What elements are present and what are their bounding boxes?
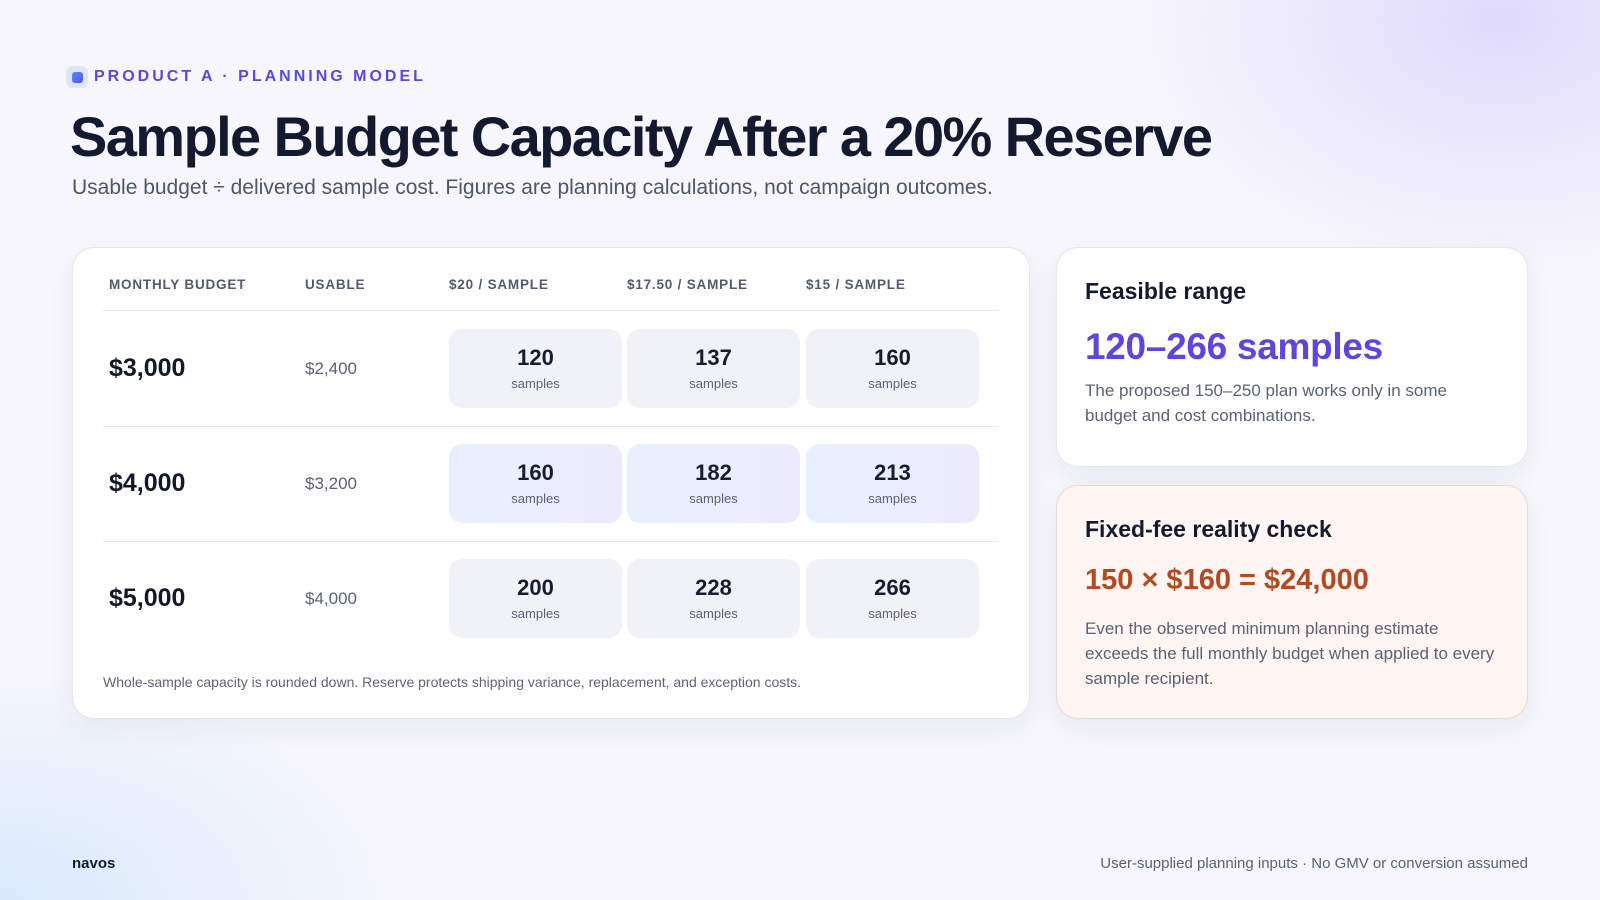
sample-unit: samples bbox=[868, 376, 917, 391]
sample-count: 266 bbox=[874, 575, 911, 600]
sample-count: 228 bbox=[695, 575, 732, 600]
page-subtitle: Usable budget ÷ delivered sample cost. F… bbox=[72, 176, 993, 199]
sample-unit: samples bbox=[511, 376, 560, 391]
sample-count: 160 bbox=[874, 345, 911, 370]
sample-unit: samples bbox=[868, 606, 917, 621]
sample-count: 213 bbox=[874, 460, 911, 485]
column-header-17-50-per-sample: $17.50 / SAMPLE bbox=[627, 277, 748, 292]
brand-dot-icon bbox=[66, 66, 88, 88]
sample-count: 120 bbox=[517, 345, 554, 370]
sample-unit: samples bbox=[511, 606, 560, 621]
column-header-monthly-budget: MONTHLY BUDGET bbox=[109, 277, 247, 292]
usable-budget: $2,400 bbox=[305, 358, 357, 378]
table-row: $5,000 $4,000 200 samples 228 samples 26… bbox=[103, 541, 999, 656]
capacity-cell: 266 samples bbox=[806, 559, 979, 638]
sample-count: 160 bbox=[517, 460, 554, 485]
feasible-range-description: The proposed 150–250 plan works only in … bbox=[1085, 381, 1447, 425]
brand-logo: navos bbox=[72, 855, 116, 872]
capacity-cell: 213 samples bbox=[806, 444, 979, 523]
fixed-fee-check-description: Even the observed minimum planning estim… bbox=[1085, 619, 1495, 688]
eyebrow: PRODUCT A · PLANNING MODEL bbox=[66, 65, 426, 89]
fixed-fee-check-title: Fixed-fee reality check bbox=[1085, 516, 1332, 542]
capacity-cell: 228 samples bbox=[627, 559, 800, 638]
capacity-cell: 137 samples bbox=[627, 329, 800, 408]
sample-count: 182 bbox=[695, 460, 732, 485]
sample-unit: samples bbox=[689, 376, 738, 391]
sample-count: 137 bbox=[695, 345, 732, 370]
column-header-15-per-sample: $15 / SAMPLE bbox=[806, 277, 906, 292]
sample-unit: samples bbox=[689, 491, 738, 506]
fixed-fee-check-card: Fixed-fee reality check 150 × $160 = $24… bbox=[1056, 485, 1528, 719]
usable-budget: $4,000 bbox=[305, 588, 357, 608]
feasible-range-value: 120–266 samples bbox=[1085, 326, 1383, 367]
capacity-cell: 182 samples bbox=[627, 444, 800, 523]
capacity-cell: 160 samples bbox=[806, 329, 979, 408]
capacity-table-card: MONTHLY BUDGET USABLE $20 / SAMPLE $17.5… bbox=[72, 247, 1030, 719]
table-header: MONTHLY BUDGET USABLE $20 / SAMPLE $17.5… bbox=[103, 248, 999, 311]
table-footnote: Whole-sample capacity is rounded down. R… bbox=[103, 674, 802, 690]
fixed-fee-calculation: 150 × $160 = $24,000 bbox=[1085, 564, 1369, 596]
column-header-20-per-sample: $20 / SAMPLE bbox=[449, 277, 549, 292]
eyebrow-label: PRODUCT A · PLANNING MODEL bbox=[94, 68, 426, 85]
table-row: $3,000 $2,400 120 samples 137 samples 16… bbox=[103, 311, 999, 427]
monthly-budget: $3,000 bbox=[109, 354, 186, 382]
page-title: Sample Budget Capacity After a 20% Reser… bbox=[70, 105, 1213, 168]
monthly-budget: $5,000 bbox=[109, 584, 186, 612]
sample-unit: samples bbox=[511, 491, 560, 506]
feasible-range-title: Feasible range bbox=[1085, 278, 1247, 304]
column-header-usable: USABLE bbox=[305, 277, 366, 292]
sample-unit: samples bbox=[868, 491, 917, 506]
sample-unit: samples bbox=[689, 606, 738, 621]
sample-count: 200 bbox=[517, 575, 554, 600]
footer-note: User-supplied planning inputs · No GMV o… bbox=[1100, 855, 1528, 872]
table-row-highlighted: $4,000 $3,200 160 samples 182 samples 21… bbox=[103, 426, 999, 542]
usable-budget: $3,200 bbox=[305, 473, 357, 493]
capacity-cell: 120 samples bbox=[449, 329, 622, 408]
capacity-cell: 160 samples bbox=[449, 444, 622, 523]
monthly-budget: $4,000 bbox=[109, 469, 186, 497]
capacity-cell: 200 samples bbox=[449, 559, 622, 638]
feasible-range-card: Feasible range 120–266 samples The propo… bbox=[1056, 247, 1528, 467]
